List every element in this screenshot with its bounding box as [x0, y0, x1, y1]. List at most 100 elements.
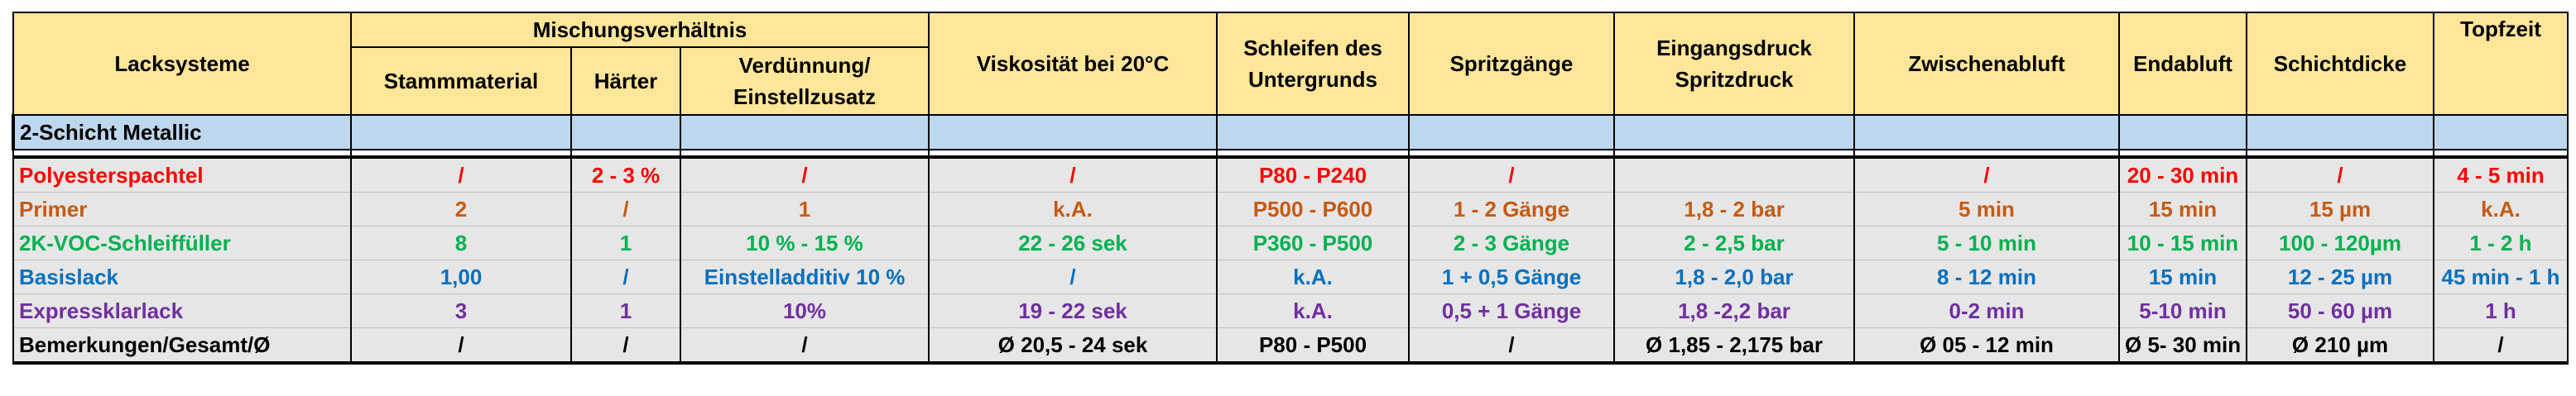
section-cell [1853, 114, 2120, 150]
header-endabluft: Endabluft [2118, 12, 2247, 116]
zwischenabluft-cell: 8 - 12 min [1853, 260, 2120, 294]
schichtdicke-cell: Ø 210 µm [2246, 327, 2434, 365]
table-row-summary: Bemerkungen/Gesamt/Ø / / / Ø 20,5 - 24 s… [12, 327, 2569, 365]
endabluft-cell: 20 - 30 min [2118, 156, 2247, 193]
endabluft-cell: 5-10 min [2118, 293, 2247, 328]
eingangsdruck-cell: Ø 1,85 - 2,175 bar [1613, 327, 1855, 365]
stammmaterial-cell: 3 [350, 293, 572, 328]
schleifen-cell: k.A. [1216, 260, 1410, 294]
topfzeit-cell: k.A. [2433, 192, 2569, 227]
separator-cell [2433, 149, 2569, 159]
zwischenabluft-cell: / [1853, 156, 2120, 193]
endabluft-cell: 15 min [2118, 260, 2247, 294]
header-schleifen-line2: Untergrunds [1248, 67, 1377, 92]
schichtdicke-cell: 50 - 60 µm [2246, 293, 2434, 328]
header-viskositaet: Viskosität bei 20°C [928, 12, 1218, 116]
row-name-cell: Bemerkungen/Gesamt/Ø [12, 327, 352, 365]
header-eingangsdruck: Eingangsdruck Spritzdruck [1613, 12, 1855, 116]
eingangsdruck-cell: 1,8 -2,2 bar [1613, 293, 1855, 328]
haerter-cell: 1 [570, 293, 681, 328]
section-cell [2118, 114, 2247, 150]
viskositaet-cell: / [928, 260, 1218, 294]
schleifen-cell: P500 - P600 [1216, 192, 1410, 227]
header-spritzgaenge: Spritzgänge [1408, 12, 1615, 116]
schichtdicke-cell: 12 - 25 µm [2246, 260, 2434, 294]
section-cell [928, 114, 1218, 150]
separator-cell [1408, 149, 1615, 159]
viskositaet-cell: k.A. [928, 192, 1218, 227]
section-cell [1408, 114, 1615, 150]
lacksysteme-table: Lacksysteme Mischungsverhältnis Viskosit… [12, 12, 2569, 365]
stammmaterial-cell: / [350, 327, 572, 365]
header-schichtdicke: Schichtdicke [2246, 12, 2434, 116]
haerter-cell: / [570, 260, 681, 294]
schleifen-cell: k.A. [1216, 293, 1410, 328]
spritzgaenge-cell: 1 - 2 Gänge [1408, 192, 1615, 227]
stammmaterial-cell: 2 [350, 192, 572, 227]
zwischenabluft-cell: Ø 05 - 12 min [1853, 327, 2120, 365]
verduennung-cell: 10 % - 15 % [680, 226, 930, 260]
schleifen-cell: P80 - P500 [1216, 327, 1410, 365]
section-title: 2-Schicht Metallic [12, 114, 352, 150]
schleifen-cell: P360 - P500 [1216, 226, 1410, 260]
zwischenabluft-cell: 5 - 10 min [1853, 226, 2120, 260]
eingangsdruck-cell: 2 - 2,5 bar [1613, 226, 1855, 260]
schichtdicke-cell: / [2246, 156, 2434, 193]
separator-cell [570, 149, 681, 159]
topfzeit-cell: 1 - 2 h [2433, 226, 2569, 260]
separator-cell [12, 149, 352, 159]
zwischenabluft-cell: 5 min [1853, 192, 2120, 227]
separator-cell [2246, 149, 2434, 159]
stammmaterial-cell: 8 [350, 226, 572, 260]
viskositaet-cell: 22 - 26 sek [928, 226, 1218, 260]
verduennung-cell: Einstelladditiv 10 % [680, 260, 930, 294]
separator-cell [2118, 149, 2247, 159]
separator-cell [928, 149, 1218, 159]
header-mischungsverhaeltnis: Mischungsverhältnis [350, 12, 930, 48]
endabluft-cell: 15 min [2118, 192, 2247, 227]
table-row: 2K-VOC-Schleiffüller 8 1 10 % - 15 % 22 … [12, 226, 2569, 260]
separator-cell [1613, 149, 1855, 159]
spritzgaenge-cell: / [1408, 327, 1615, 365]
schleifen-cell: P80 - P240 [1216, 156, 1410, 193]
header-stammmaterial: Stammmaterial [350, 46, 572, 116]
endabluft-cell: 10 - 15 min [2118, 226, 2247, 260]
haerter-cell: 1 [570, 226, 681, 260]
row-name-cell: 2K-VOC-Schleiffüller [12, 226, 352, 260]
header-verduennung-line1: Verdünnung/ [738, 53, 871, 78]
row-name-cell: Expressklarlack [12, 293, 352, 328]
row-name-cell: Basislack [12, 260, 352, 294]
section-cell [350, 114, 572, 150]
spritzgaenge-cell: 2 - 3 Gänge [1408, 226, 1615, 260]
haerter-cell: 2 - 3 % [570, 156, 681, 193]
header-eingangsdruck-line1: Eingangsdruck [1656, 36, 1812, 60]
separator-cell [680, 149, 930, 159]
verduennung-cell: 10% [680, 293, 930, 328]
viskositaet-cell: / [928, 156, 1218, 193]
row-name-cell: Polyesterspachtel [12, 156, 352, 193]
section-cell [2433, 114, 2569, 150]
schichtdicke-cell: 15 µm [2246, 192, 2434, 227]
topfzeit-cell: / [2433, 327, 2569, 365]
haerter-cell: / [570, 192, 681, 227]
endabluft-cell: Ø 5- 30 min [2118, 327, 2247, 365]
spritzgaenge-cell: 1 + 0,5 Gänge [1408, 260, 1615, 294]
schichtdicke-cell: 100 - 120µm [2246, 226, 2434, 260]
eingangsdruck-cell: 1,8 - 2 bar [1613, 192, 1855, 227]
separator-cell [350, 149, 572, 159]
topfzeit-cell: 1 h [2433, 293, 2569, 328]
haerter-cell: / [570, 327, 681, 365]
table-row: Basislack 1,00 / Einstelladditiv 10 % / … [12, 260, 2569, 294]
separator-cell [1216, 149, 1410, 159]
table-row: Primer 2 / 1 k.A. P500 - P600 1 - 2 Gäng… [12, 192, 2569, 227]
section-cell [1613, 114, 1855, 150]
section-cell [570, 114, 681, 150]
verduennung-cell: / [680, 156, 930, 193]
topfzeit-cell: 45 min - 1 h [2433, 260, 2569, 294]
stammmaterial-cell: / [350, 156, 572, 193]
spritzgaenge-cell: 0,5 + 1 Gänge [1408, 293, 1615, 328]
viskositaet-cell: Ø 20,5 - 24 sek [928, 327, 1218, 365]
section-cell [680, 114, 930, 150]
section-row: 2-Schicht Metallic [12, 114, 2569, 150]
viskositaet-cell: 19 - 22 sek [928, 293, 1218, 328]
